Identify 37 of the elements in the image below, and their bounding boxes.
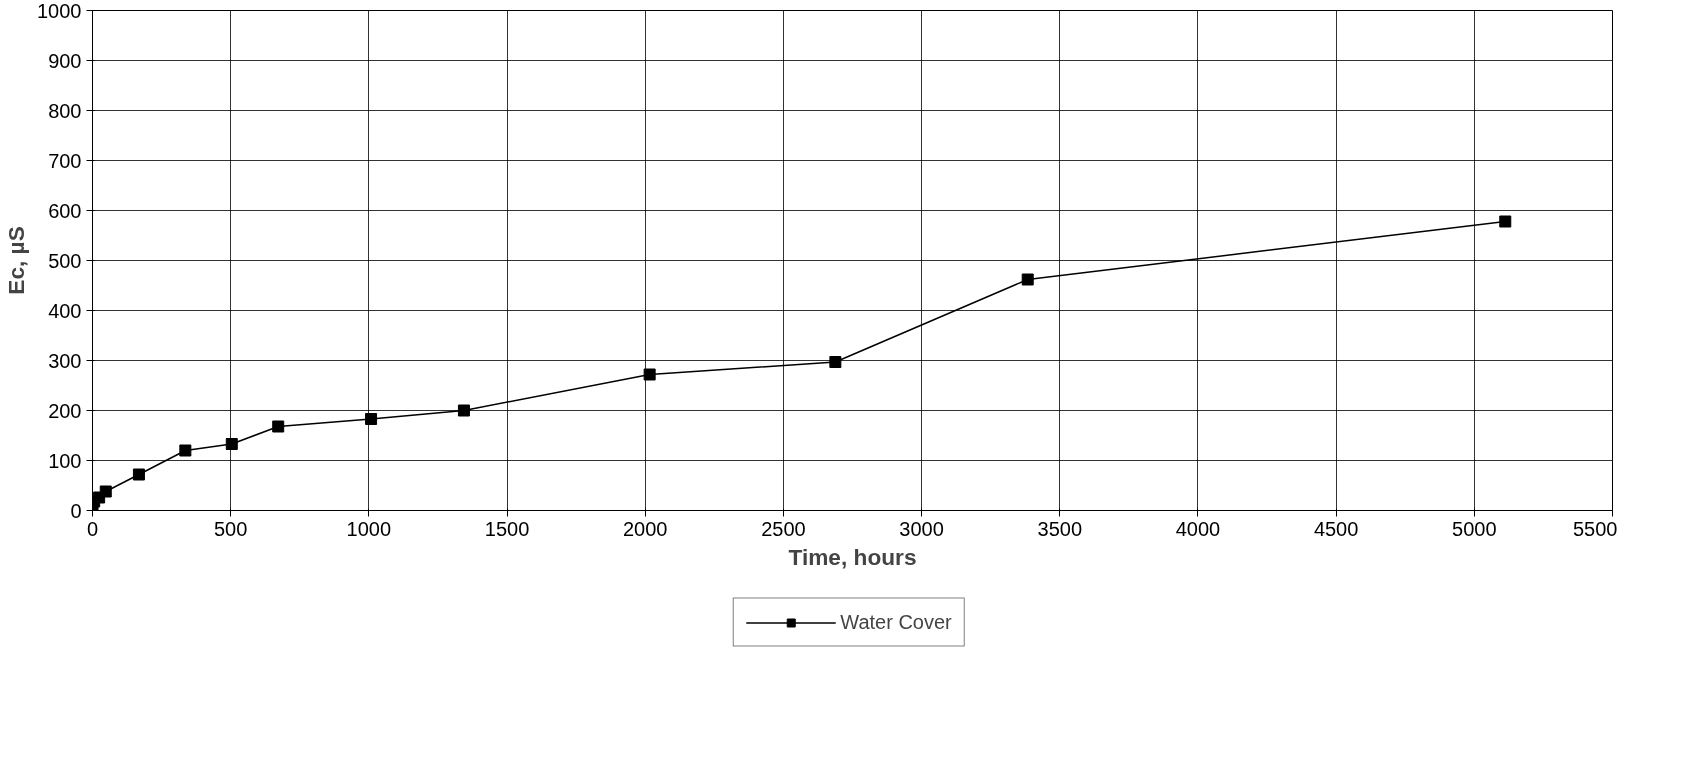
y-tick-label: 700 — [48, 149, 82, 172]
y-tick-label: 1000 — [37, 0, 82, 22]
point — [829, 356, 842, 368]
x-tick-label: 2000 — [622, 517, 668, 540]
point — [132, 468, 145, 481]
y-tick-label: 100 — [48, 449, 82, 472]
x-tick-label: 4500 — [1313, 517, 1359, 540]
x-tick-label: 3000 — [899, 517, 944, 540]
y-tick-label: 200 — [48, 399, 82, 422]
x-tick-label: 5500 — [1573, 517, 1618, 540]
legend-label: Water Cover — [840, 610, 952, 634]
x-tick-label: 3500 — [1037, 517, 1083, 540]
y-tick-label: 300 — [48, 349, 82, 372]
point — [225, 438, 238, 450]
x-axis-title: Time, hours — [788, 543, 917, 570]
point — [179, 444, 192, 457]
point — [1021, 273, 1034, 286]
x-tick-label: 1000 — [346, 517, 392, 540]
point — [365, 413, 378, 425]
y-axis-title: Ec, µS — [3, 226, 30, 295]
point — [99, 485, 112, 498]
y-tick-label: 600 — [48, 199, 82, 222]
y-tick-label: 500 — [48, 249, 82, 272]
x-tick-label: 1500 — [484, 517, 530, 540]
x-tick-label: 4000 — [1175, 517, 1221, 540]
point — [1499, 215, 1512, 228]
point — [643, 368, 656, 381]
x-tick-label: 500 — [214, 517, 248, 540]
y-tick-label: 900 — [48, 49, 82, 72]
point — [457, 404, 470, 417]
y-tick-label: 800 — [48, 99, 82, 122]
x-tick-label: 0 — [86, 517, 99, 540]
x-tick-label: 2500 — [761, 517, 806, 540]
y-tick-label: 400 — [48, 299, 82, 322]
y-tick-label: 0 — [70, 499, 82, 522]
x-tick-label: 5000 — [1452, 517, 1497, 540]
point — [272, 420, 285, 433]
